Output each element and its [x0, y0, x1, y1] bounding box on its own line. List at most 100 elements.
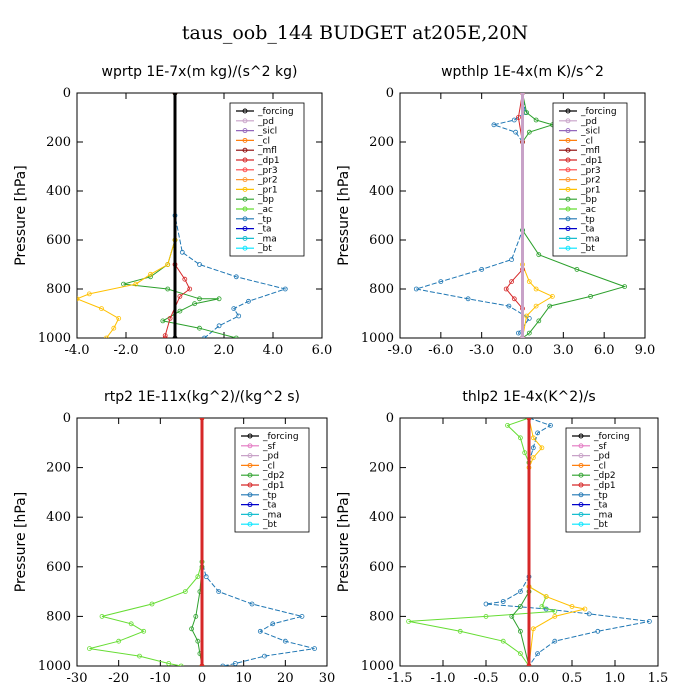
- legend-marker: [578, 443, 584, 449]
- data-point: [530, 626, 536, 632]
- series-line-dp2: [191, 418, 203, 666]
- legend-label: _pr3: [257, 166, 278, 176]
- legend-marker: [242, 196, 248, 202]
- data-point: [505, 422, 510, 428]
- legend-label: _bt: [262, 520, 277, 530]
- data-point: [511, 117, 517, 123]
- series-group: [87, 418, 317, 666]
- data-point: [518, 651, 523, 656]
- legend-label: _ma: [257, 234, 277, 244]
- data-point: [530, 445, 536, 451]
- y-tick-label: 600: [46, 560, 71, 575]
- x-tick-label: -20: [108, 671, 129, 686]
- legend-label: _pr1: [257, 185, 278, 195]
- legend-marker: [242, 226, 248, 232]
- legend-label: _bt: [580, 244, 595, 254]
- legend-label: _bp: [257, 195, 274, 205]
- plot-frame: [76, 92, 323, 339]
- data-point: [509, 279, 515, 285]
- data-point: [172, 93, 178, 96]
- legend-label: _pd: [262, 452, 279, 462]
- data-point: [539, 604, 545, 609]
- series-group: [413, 93, 627, 338]
- chart-panel-4: thlp2 1E-4x(K^2)/s Pressure [hPa] -1.5 -1.0…: [336, 389, 668, 686]
- x-tick-label: 0.0: [512, 343, 533, 358]
- data-point: [524, 313, 529, 319]
- legend-label: _ta: [262, 501, 277, 511]
- x-tick-label: -6.0: [428, 343, 453, 358]
- legend-marker: [242, 235, 248, 241]
- legend-marker: [247, 433, 253, 439]
- data-point: [246, 298, 251, 304]
- data-point: [202, 335, 207, 338]
- data-point: [511, 296, 517, 302]
- y-tick-label: 0: [386, 411, 394, 426]
- data-point: [548, 422, 553, 428]
- y-axis-label: Pressure [hPa]: [13, 165, 29, 265]
- y-tick-label: 800: [369, 282, 394, 297]
- data-point: [438, 279, 444, 285]
- legend-label: _ma: [593, 510, 613, 520]
- series-line-bp: [123, 93, 237, 338]
- legend-label: _bt: [257, 244, 272, 254]
- legend-marker: [247, 521, 253, 527]
- data-point: [177, 308, 183, 314]
- x-tick-label: -9.0: [387, 343, 412, 358]
- data-point: [270, 621, 276, 627]
- y-tick-label: 600: [369, 560, 394, 575]
- legend-label: _bt: [593, 520, 608, 530]
- x-tick-label: -1.0: [430, 671, 455, 686]
- y-tick-label: 400: [369, 184, 394, 199]
- data-point: [536, 318, 542, 324]
- data-point: [457, 628, 463, 634]
- y-tick-label: 600: [46, 233, 71, 248]
- x-tick-label: 0.0: [519, 671, 540, 686]
- series-group: [406, 418, 652, 666]
- data-point: [282, 286, 288, 292]
- data-point: [232, 661, 238, 666]
- series-line-dp1: [164, 93, 191, 338]
- legend-marker: [247, 492, 253, 498]
- legend-marker: [242, 157, 248, 163]
- legend-marker: [242, 167, 248, 173]
- legend-marker: [247, 502, 253, 508]
- data-point: [197, 325, 202, 331]
- legend-marker: [247, 443, 253, 449]
- y-tick-label: 400: [46, 510, 71, 525]
- data-point: [141, 628, 147, 634]
- x-tick-label: -30: [67, 671, 88, 686]
- x-tick-label: 30: [319, 671, 336, 686]
- panel-title: thlp2 1E-4x(K^2)/s: [462, 389, 595, 405]
- x-tick-label: 20: [277, 671, 294, 686]
- legend-label: _ma: [262, 510, 282, 520]
- data-point: [178, 663, 184, 666]
- data-point: [299, 614, 305, 619]
- data-point: [413, 286, 419, 292]
- legend-label: _cl: [257, 136, 270, 146]
- series-line-dp2: [511, 418, 530, 666]
- data-point: [518, 628, 523, 634]
- data-point: [167, 315, 173, 321]
- legend-label: _mfl: [580, 146, 600, 156]
- data-point: [312, 646, 317, 651]
- y-tick-label: 0: [63, 411, 71, 426]
- legend-marker: [565, 167, 571, 173]
- data-point: [236, 313, 242, 319]
- data-point: [193, 614, 199, 619]
- data-point: [547, 303, 553, 309]
- y-tick-label: 200: [369, 461, 394, 476]
- legend-marker: [578, 502, 584, 508]
- legend-label: _dp2: [262, 471, 285, 481]
- data-point: [197, 296, 202, 302]
- series-line-dp1: [408, 418, 555, 666]
- legend-label: _dp1: [257, 156, 280, 166]
- legend-marker: [565, 147, 571, 153]
- legend-label: _ac: [257, 205, 273, 215]
- data-point: [116, 315, 122, 321]
- data-point: [535, 651, 540, 656]
- x-tick-label: 0.5: [562, 671, 583, 686]
- data-point: [518, 435, 523, 441]
- legend-marker: [578, 462, 584, 468]
- legend-label: _ac: [580, 205, 596, 215]
- data-point: [182, 276, 188, 282]
